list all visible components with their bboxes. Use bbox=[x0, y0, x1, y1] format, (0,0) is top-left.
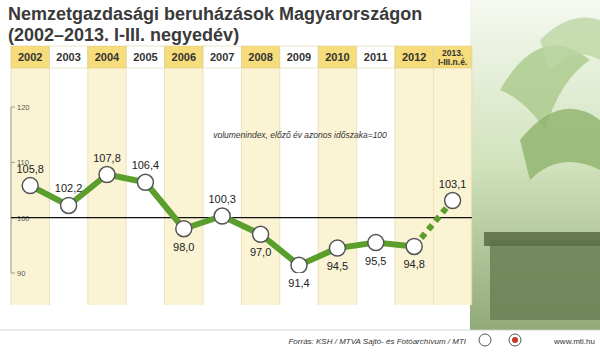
column-bg bbox=[395, 68, 433, 305]
column-separator bbox=[471, 46, 472, 305]
column-bg bbox=[165, 68, 203, 305]
data-label: 105,8 bbox=[16, 163, 44, 175]
x-tick-label: 2008 bbox=[248, 51, 272, 63]
x-tick-label: 2004 bbox=[95, 51, 120, 63]
data-label: 103,1 bbox=[439, 178, 467, 190]
column-header bbox=[433, 46, 471, 68]
source: Forrás: KSH / MTVA Sajtó- és Fotóarchívu… bbox=[288, 337, 466, 346]
column-bg bbox=[49, 68, 87, 305]
column-header bbox=[49, 46, 87, 68]
column-bg bbox=[11, 68, 49, 305]
series-line-partial bbox=[414, 201, 452, 247]
logo-dot bbox=[512, 337, 518, 343]
column-bg bbox=[241, 68, 279, 305]
marker bbox=[253, 226, 269, 242]
x-tick-label: 2007 bbox=[210, 51, 234, 63]
data-label: 100,3 bbox=[208, 193, 236, 205]
website: www.mti.hu bbox=[553, 337, 595, 346]
x-tick-label: 2006 bbox=[172, 51, 196, 63]
data-label: 94,8 bbox=[403, 258, 424, 270]
data-label: 98,0 bbox=[173, 241, 194, 253]
x-tick-label: 2002 bbox=[18, 51, 42, 63]
logo bbox=[509, 334, 521, 346]
data-label: 94,5 bbox=[327, 260, 348, 272]
marker bbox=[99, 167, 115, 183]
y-tick bbox=[11, 273, 15, 274]
column-separator bbox=[356, 46, 357, 305]
column-bg bbox=[280, 68, 318, 305]
column-bg bbox=[357, 68, 395, 305]
pot bbox=[490, 240, 600, 320]
series-line bbox=[30, 175, 414, 266]
marker bbox=[329, 240, 345, 256]
data-label: 107,8 bbox=[93, 152, 121, 164]
column-separator bbox=[395, 46, 396, 305]
plot bbox=[22, 167, 460, 273]
x-tick-label: 2012 bbox=[402, 51, 426, 63]
column-header bbox=[395, 46, 433, 68]
label-line: I-III.n.é. bbox=[438, 57, 467, 67]
marker bbox=[61, 197, 77, 213]
column-header bbox=[11, 46, 49, 68]
column-separator bbox=[11, 46, 12, 305]
y-tick-label: 120 bbox=[17, 103, 30, 112]
y-tick bbox=[11, 107, 15, 108]
x-tick-label: 2013.I-III.n.é. bbox=[438, 48, 467, 67]
annotation: volumenindex, előző év azonos időszaka=1… bbox=[213, 130, 387, 140]
column-separator bbox=[203, 46, 204, 305]
column-bg bbox=[126, 68, 164, 305]
x-tick-label: 2010 bbox=[325, 51, 349, 63]
data-label: 106,4 bbox=[132, 159, 160, 171]
x-tick-label: 2009 bbox=[287, 51, 311, 63]
marker bbox=[445, 193, 461, 209]
column-separator bbox=[318, 46, 319, 305]
banknote-leaf bbox=[520, 109, 600, 180]
column-separator bbox=[87, 46, 88, 305]
marker bbox=[137, 174, 153, 190]
column-separator bbox=[279, 46, 280, 305]
y-tick bbox=[11, 162, 15, 163]
column-header bbox=[241, 46, 279, 68]
column-header bbox=[357, 46, 395, 68]
column-header bbox=[126, 46, 164, 68]
y-tick-label: 90 bbox=[17, 269, 25, 278]
marker bbox=[406, 238, 422, 254]
photo-bg bbox=[470, 0, 600, 330]
column-separator bbox=[433, 46, 434, 305]
marker bbox=[22, 178, 38, 194]
marker bbox=[368, 235, 384, 251]
marker bbox=[291, 257, 307, 273]
data-label: 102,2 bbox=[55, 182, 83, 194]
column-header bbox=[165, 46, 203, 68]
column-separator bbox=[49, 46, 50, 305]
x-tick-label: 2005 bbox=[133, 51, 157, 63]
data-label: 95,5 bbox=[365, 255, 386, 267]
y-axis bbox=[11, 107, 12, 273]
chart: 2002 2003 2004 2005 2006 2007 2008 2009 2010 2011… bbox=[0, 0, 600, 352]
reference-line bbox=[11, 217, 472, 218]
banknote-leaf bbox=[540, 18, 600, 71]
column-header bbox=[280, 46, 318, 68]
columns bbox=[11, 46, 472, 305]
column-header bbox=[88, 46, 126, 68]
column-header bbox=[318, 46, 356, 68]
x-tick-label: 2003 bbox=[56, 51, 80, 63]
column-bg bbox=[433, 68, 471, 305]
pot-rim bbox=[484, 232, 600, 246]
column-header bbox=[203, 46, 241, 68]
column-bg bbox=[318, 68, 356, 305]
column-separator bbox=[241, 46, 242, 305]
footer-rule bbox=[0, 330, 600, 331]
logo bbox=[479, 334, 491, 346]
title: Nemzetgazdasági beruházások Magyarország… bbox=[8, 4, 422, 24]
decoration bbox=[470, 0, 600, 330]
subtitle: (2002–2013. I-III. negyedév) bbox=[8, 25, 239, 45]
marker bbox=[176, 221, 192, 237]
marker bbox=[214, 208, 230, 224]
data-label: 91,4 bbox=[288, 277, 309, 289]
x-tick-label: 2011 bbox=[364, 51, 388, 63]
column-separator bbox=[164, 46, 165, 305]
data-label: 97,0 bbox=[250, 246, 271, 258]
column-bg bbox=[203, 68, 241, 305]
